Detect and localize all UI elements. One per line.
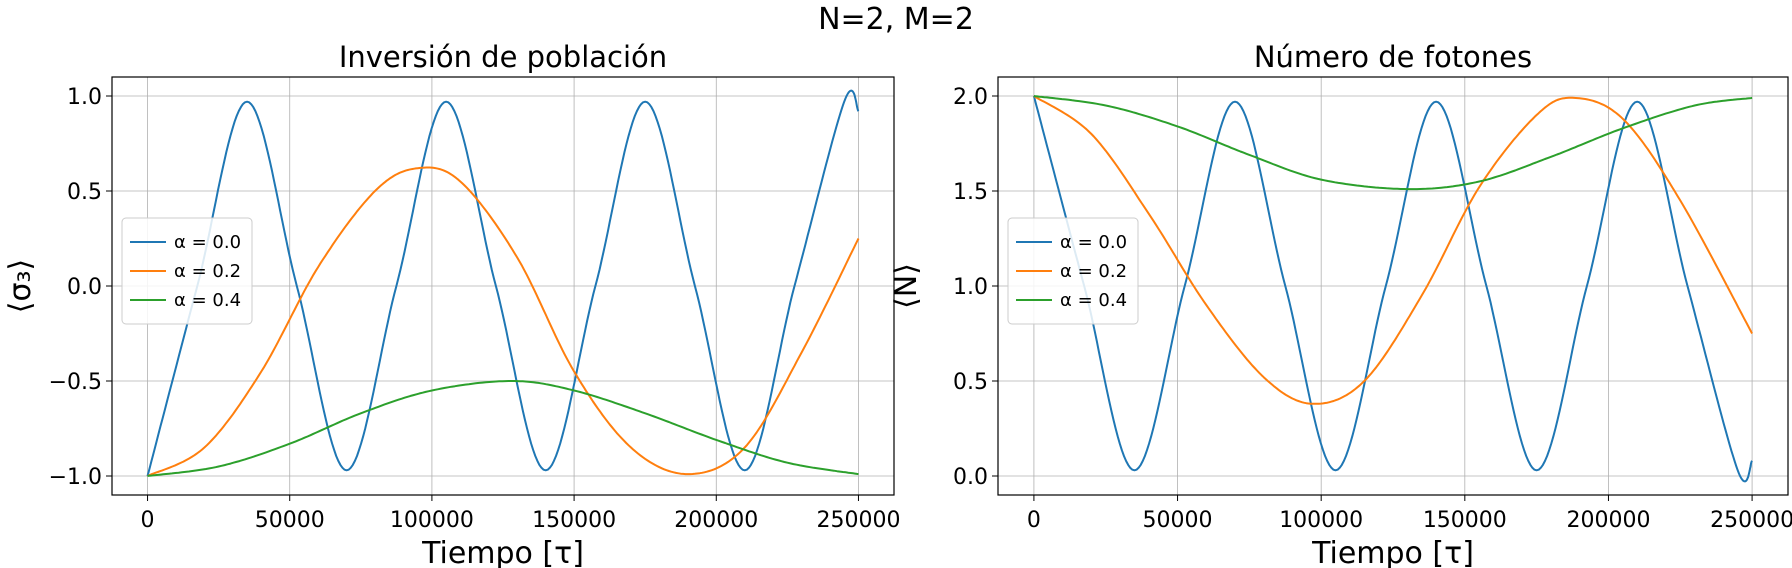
legend-label: α = 0.4 (1060, 290, 1127, 311)
y-tick-label: 1.0 (67, 85, 102, 110)
y-tick-label: 2.0 (953, 85, 988, 110)
legend-label: α = 0.2 (174, 261, 241, 282)
legend-label: α = 0.4 (174, 290, 241, 311)
figure-suptitle: N=2, M=2 (818, 2, 974, 37)
series-line-2 (1033, 95, 1753, 405)
legend-box (1007, 217, 1139, 325)
x-tick-label: 200000 (1566, 508, 1650, 533)
y-tick-label: 1.0 (953, 275, 988, 300)
x-tick-label: 100000 (1279, 508, 1363, 533)
x-axis-label: Tiempo [τ] (1311, 536, 1474, 568)
series-line-3 (1033, 95, 1753, 191)
x-tick-label: 0 (141, 508, 155, 533)
legend-label: α = 0.0 (1060, 232, 1127, 253)
y-tick-label: 0.0 (953, 465, 988, 490)
y-axis-label: ⟨σ₃⟩ (3, 259, 38, 313)
legend: α = 0.0 α = 0.2 α = 0.4 (121, 217, 253, 325)
y-tick-label: 0.5 (67, 180, 102, 205)
legend: α = 0.0 α = 0.2 α = 0.4 (1007, 217, 1139, 325)
x-tick-label: 100000 (390, 508, 474, 533)
chart-panel-2: 0 50000 100000 150000 200000 250000 0.0 0.5 1.0 1… (889, 40, 1792, 568)
x-tick-label: 0 (1027, 508, 1041, 533)
y-tick-label: −1.0 (49, 465, 102, 490)
chart-panel-1: 0 50000 100000 150000 200000 250000 −1.0 −0.5 0.… (3, 40, 900, 568)
series-line-3 (147, 380, 859, 477)
x-tick-label: 50000 (255, 508, 325, 533)
x-tick-label: 150000 (532, 508, 616, 533)
y-tick-label: 0.0 (67, 275, 102, 300)
x-tick-label: 250000 (816, 508, 900, 533)
y-tick-label: 0.5 (953, 370, 988, 395)
y-axis-label: ⟨N⟩ (889, 263, 924, 309)
legend-label: α = 0.0 (174, 232, 241, 253)
x-axis-label: Tiempo [τ] (421, 536, 584, 568)
y-tick-label: −0.5 (49, 370, 102, 395)
chart-title: Inversión de población (339, 40, 667, 74)
legend-label: α = 0.2 (1060, 261, 1127, 282)
x-tick-label: 50000 (1143, 508, 1213, 533)
x-tick-label: 150000 (1423, 508, 1507, 533)
x-tick-label: 200000 (674, 508, 758, 533)
chart-title: Número de fotones (1254, 40, 1532, 74)
series-line-2 (147, 166, 860, 477)
series-line-1 (1032, 95, 1753, 483)
series-line-1 (146, 89, 860, 477)
x-tick-label: 250000 (1710, 508, 1792, 533)
legend-box (121, 217, 253, 325)
y-tick-label: 1.5 (953, 180, 988, 205)
